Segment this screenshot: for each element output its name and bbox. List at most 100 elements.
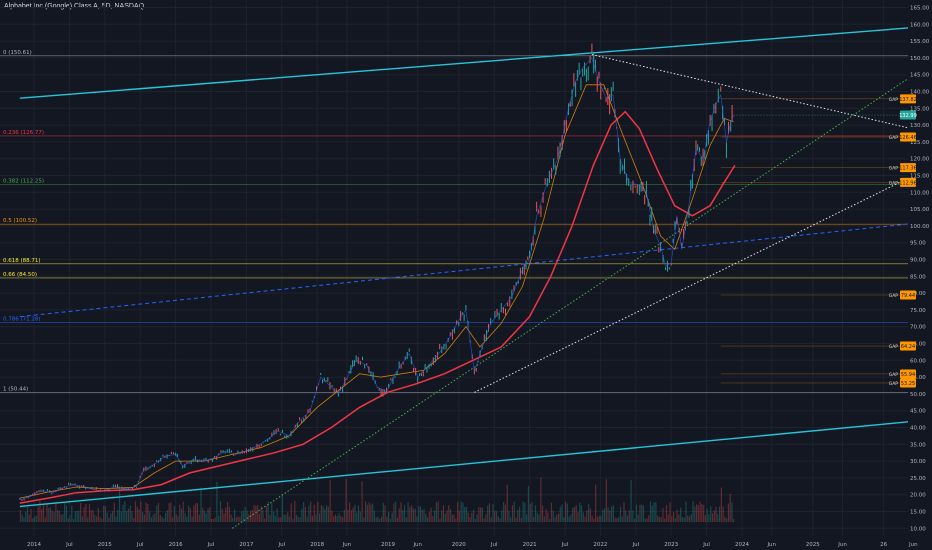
volume-bar — [258, 513, 260, 522]
volume-bar — [566, 503, 568, 522]
volume-bar — [635, 504, 637, 522]
volume-bar — [644, 518, 646, 522]
volume-bar — [164, 512, 167, 522]
volume-bar — [85, 504, 87, 522]
volume-bar — [642, 505, 645, 522]
volume-bar — [347, 509, 349, 522]
volume-bar — [356, 512, 358, 522]
volume-bar — [510, 517, 512, 522]
gap-tag: GAP — [889, 166, 899, 172]
volume-bar — [152, 514, 154, 522]
volume-bar — [648, 515, 650, 522]
volume-bar — [219, 501, 222, 522]
volume-bar — [253, 504, 255, 522]
volume-bar — [703, 504, 705, 522]
volume-bar — [701, 503, 703, 522]
volume-bar — [338, 512, 340, 522]
fib-level-label: 0.5 (100.52) — [3, 218, 37, 224]
volume-bar — [657, 515, 659, 522]
volume-bar — [288, 516, 291, 522]
volume-bar — [64, 501, 66, 522]
gap-price-badge — [900, 94, 916, 104]
price-tick-label: 165.00 — [910, 6, 930, 12]
volume-bar — [457, 501, 459, 522]
volume-bar — [113, 502, 115, 522]
volume-bar — [733, 518, 735, 522]
volume-bar — [41, 509, 43, 522]
volume-bar — [248, 514, 250, 522]
volume-bar — [170, 501, 172, 522]
volume-bar — [225, 507, 227, 522]
volume-bar — [329, 479, 331, 522]
volume-bar — [228, 506, 230, 522]
volume-bar — [416, 516, 418, 522]
volume-bar — [156, 505, 158, 522]
volume-bar — [579, 502, 581, 522]
gap-price-label: 137.82 — [899, 97, 917, 103]
volume-bar — [193, 505, 195, 522]
volume-bar — [395, 501, 397, 522]
volume-bar — [481, 507, 484, 522]
volume-bar — [246, 510, 248, 522]
volume-bar — [136, 506, 138, 522]
time-axis — [0, 536, 908, 550]
volume-bar — [487, 505, 489, 522]
volume-bar — [163, 518, 165, 522]
volume-bar — [363, 517, 365, 522]
volume-bar — [180, 508, 183, 522]
gap-tag: GAP — [889, 381, 899, 387]
volume-bar — [55, 501, 57, 522]
volume-bar — [389, 518, 391, 522]
fib-level-label: 0.786 (71.28) — [3, 316, 41, 322]
volume-bar — [552, 510, 554, 522]
volume-bar — [711, 513, 714, 522]
volume-bar — [74, 511, 76, 522]
volume-bar — [451, 514, 453, 522]
volume-bar — [557, 513, 560, 522]
volume-bar — [226, 501, 229, 522]
volume-bar — [341, 517, 344, 522]
volume-bar — [379, 518, 381, 522]
volume-bar — [232, 517, 234, 522]
volume-bar — [704, 514, 707, 522]
volume-bar — [223, 513, 225, 522]
volume-bar — [88, 504, 91, 522]
volume-bar — [524, 502, 526, 522]
volume-bar — [237, 516, 239, 522]
volume-bar — [449, 509, 452, 522]
volume-bar — [556, 514, 558, 522]
volume-bar — [660, 517, 662, 522]
volume-bar — [584, 516, 586, 522]
volume-bar — [563, 517, 565, 522]
volume-bar — [147, 504, 149, 522]
volume-bar — [83, 507, 85, 522]
volume-bar — [485, 514, 487, 522]
volume-bar — [65, 505, 68, 522]
volume-bar — [90, 510, 92, 522]
volume-bar — [476, 514, 478, 522]
volume-bar — [653, 502, 655, 522]
volume-bar — [372, 503, 374, 522]
volume-bar — [281, 493, 283, 522]
price-tick-label: 55.00 — [910, 375, 926, 381]
price-tick-label: 75.00 — [910, 308, 926, 314]
volume-bar — [595, 484, 597, 522]
volume-bar — [242, 510, 245, 522]
price-tick-label: 80.00 — [910, 291, 926, 297]
volume-bar — [474, 518, 476, 522]
volume-bar — [582, 512, 584, 522]
volume-bar — [71, 505, 73, 522]
volume-bar — [407, 502, 409, 522]
time-tick-label: Jul — [631, 542, 639, 548]
fib-level-label: 0.236 (126.77) — [3, 130, 44, 136]
volume-bar — [434, 510, 436, 522]
price-tick-label: 50.00 — [910, 392, 926, 398]
volume-bar — [283, 514, 285, 522]
volume-bar — [593, 518, 595, 522]
time-tick-label: 2020 — [452, 542, 466, 548]
volume-bar — [126, 511, 128, 522]
volume-bar — [159, 514, 161, 522]
volume-bar — [637, 514, 639, 522]
gap-price-badge — [900, 369, 916, 379]
